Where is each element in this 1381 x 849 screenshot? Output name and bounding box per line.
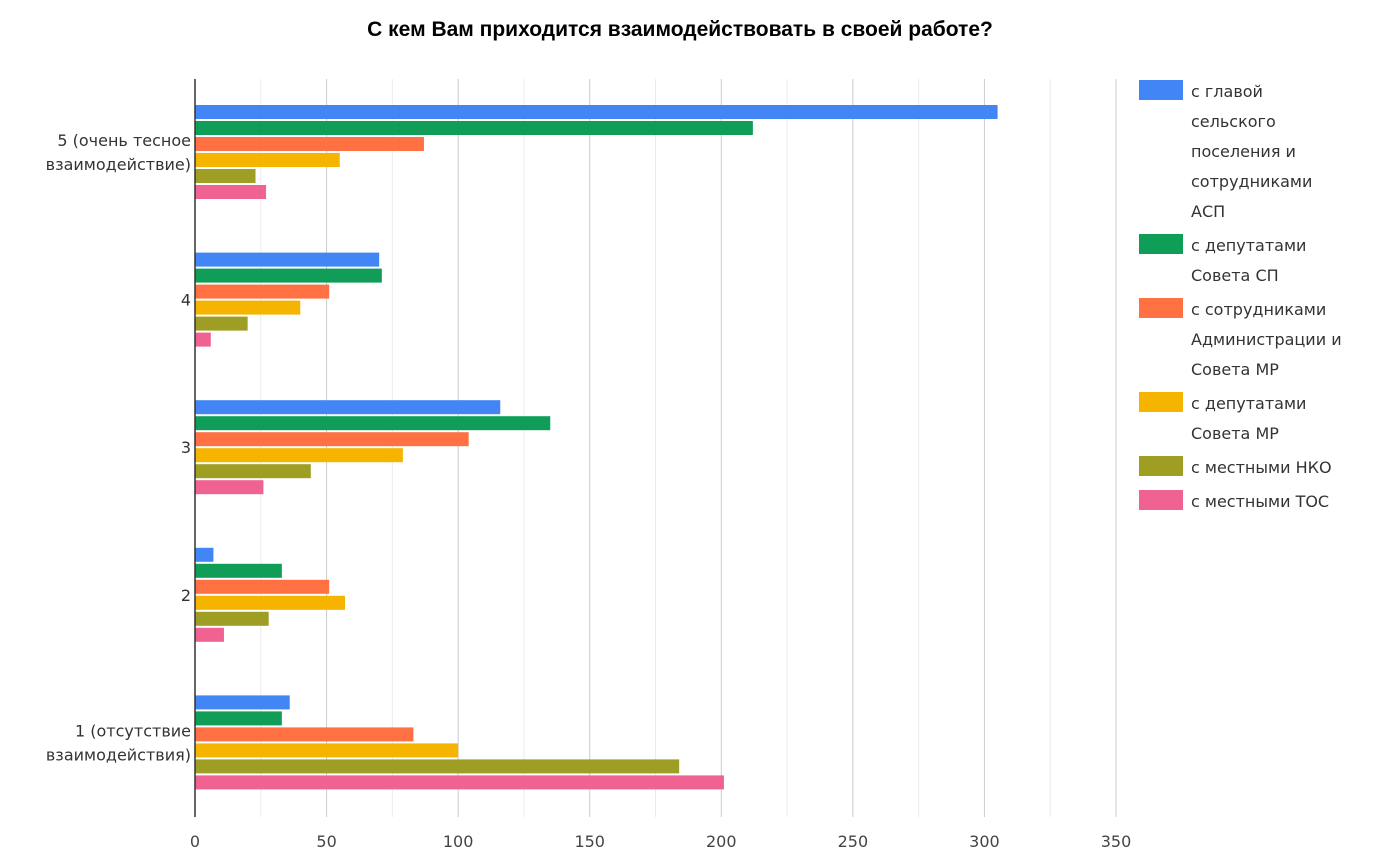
bar-5-4: с депутатами Совета МР: 100 <box>195 743 459 758</box>
bar-1-2: с депутатами Совета СП: 212 <box>195 121 753 135</box>
bar-5-3: с сотрудниками Администрации и Совета МР… <box>195 727 414 742</box>
bar-3-1: с главой сельского поселения и сотрудник… <box>195 400 501 415</box>
bar-3-6: с местными ТОС: 26 <box>195 480 264 495</box>
legend-item: с сотрудниками Администрации и Совета МР <box>1139 298 1342 379</box>
legend-swatch <box>1139 234 1183 254</box>
legend-swatch <box>1139 490 1183 510</box>
x-tick-label: 350 <box>1101 832 1132 849</box>
bar-2-2: с депутатами Совета СП: 71 <box>195 268 382 283</box>
legend-item: с местными ТОС <box>1139 490 1329 511</box>
bar-1-3: с сотрудниками Администрации и Совета МР… <box>195 137 424 151</box>
bar-2-5: с местными НКО: 20 <box>195 316 248 331</box>
legend-item: с главой сельского поселения и сотрудниками… <box>1139 80 1312 221</box>
bar-5-6: с местными ТОС: 201 <box>195 775 724 790</box>
x-tick-label: 150 <box>574 832 605 849</box>
legend-label: с главой сельского поселения и сотрудниками… <box>1191 82 1312 221</box>
bar-2-4: с депутатами Совета МР: 40 <box>195 300 301 315</box>
legend-swatch <box>1139 392 1183 412</box>
x-tick-label: 0 <box>190 832 200 849</box>
legend-item: с депутатами Совета СП <box>1139 234 1306 285</box>
bar-3-5: с местными НКО: 44 <box>195 464 311 479</box>
bar-4-1: с главой сельского поселения и сотрудник… <box>195 547 214 562</box>
x-tick-labels: 0 50 100 150 200 250 300 350 <box>190 832 1131 849</box>
legend-swatch <box>1139 80 1183 100</box>
bar-2-6: с местными ТОС: 6 <box>195 332 211 347</box>
bar-3-2: с депутатами Совета СП: 135 <box>195 416 551 431</box>
bar-2-1: с главой сельского поселения и сотрудник… <box>195 252 380 267</box>
chart-title: С кем Вам приходится взаимодействовать в… <box>367 18 993 41</box>
bar-1-4: с депутатами Совета МР: 55 <box>195 153 340 167</box>
category-label: 2 <box>181 586 191 605</box>
bar-4-4: с депутатами Совета МР: 57 <box>195 595 345 610</box>
bar-4-2: с депутатами Совета СП: 33 <box>195 563 282 578</box>
legend-label: с местными НКО <box>1191 458 1332 477</box>
bar-4-3: с сотрудниками Администрации и Совета МР… <box>195 579 330 594</box>
grid-lines <box>260 79 1117 817</box>
x-tick-label: 100 <box>443 832 474 849</box>
category-label: 5 (очень тесное взаимодействие) <box>46 131 191 174</box>
x-tick-label: 200 <box>706 832 737 849</box>
legend-swatch <box>1139 298 1183 318</box>
category-label: 1 (отсутствие взаимодействия) <box>46 721 191 764</box>
bar-1-5: с местными НКО: 23 <box>195 169 256 183</box>
bar-3-3: с сотрудниками Администрации и Совета МР… <box>195 432 469 447</box>
legend: с главой сельского поселения и сотрудниками… <box>1139 80 1342 511</box>
category-label: 3 <box>181 438 191 457</box>
bar-5-2: с депутатами Совета СП: 33 <box>195 711 282 726</box>
category-labels: 5 (очень тесное взаимодействие) 4 3 2 1 (отсу… <box>46 131 191 764</box>
x-tick-label: 50 <box>316 832 336 849</box>
category-label: 4 <box>181 291 191 310</box>
legend-item: с депутатами Совета МР <box>1139 392 1306 443</box>
bar-5-5: с местными НКО: 184 <box>195 759 680 774</box>
legend-item: с местными НКО <box>1139 456 1332 477</box>
legend-label: с депутатами Совета СП <box>1191 236 1306 285</box>
legend-label: с депутатами Совета МР <box>1191 394 1306 443</box>
bar-2-3: с сотрудниками Администрации и Совета МР… <box>195 284 330 299</box>
bars: с главой сельского поселения и сотрудник… <box>195 105 998 790</box>
legend-label: с местными ТОС <box>1191 492 1329 511</box>
x-tick-label: 250 <box>838 832 869 849</box>
x-tick-label: 300 <box>969 832 1000 849</box>
bar-1-1: с главой сельского поселения и сотрудник… <box>195 105 998 119</box>
legend-swatch <box>1139 456 1183 476</box>
bar-4-6: с местными ТОС: 11 <box>195 627 224 642</box>
legend-label: с сотрудниками Администрации и Совета МР <box>1191 300 1342 379</box>
bar-4-5: с местными НКО: 28 <box>195 611 269 626</box>
bar-1-6: с местными ТОС: 27 <box>195 185 267 199</box>
bar-5-1: с главой сельского поселения и сотрудник… <box>195 695 290 710</box>
bar-3-4: с депутатами Совета МР: 79 <box>195 448 403 463</box>
